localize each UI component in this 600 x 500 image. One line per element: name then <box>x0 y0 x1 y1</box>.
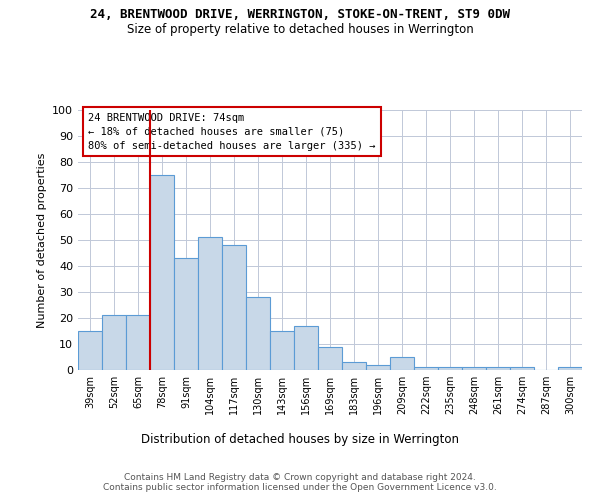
Bar <box>198 238 222 370</box>
Bar <box>366 365 390 370</box>
Bar <box>510 368 534 370</box>
Bar <box>126 316 150 370</box>
Bar <box>558 368 582 370</box>
Bar <box>246 297 270 370</box>
Bar <box>390 357 414 370</box>
Bar <box>222 245 246 370</box>
Bar <box>150 175 174 370</box>
Bar <box>438 368 462 370</box>
Text: 24 BRENTWOOD DRIVE: 74sqm
← 18% of detached houses are smaller (75)
80% of semi-: 24 BRENTWOOD DRIVE: 74sqm ← 18% of detac… <box>88 112 376 150</box>
Text: Distribution of detached houses by size in Werrington: Distribution of detached houses by size … <box>141 432 459 446</box>
Bar <box>414 368 438 370</box>
Bar <box>486 368 510 370</box>
Text: 24, BRENTWOOD DRIVE, WERRINGTON, STOKE-ON-TRENT, ST9 0DW: 24, BRENTWOOD DRIVE, WERRINGTON, STOKE-O… <box>90 8 510 20</box>
Bar <box>318 346 342 370</box>
Bar <box>174 258 198 370</box>
Bar <box>78 331 102 370</box>
Text: Contains HM Land Registry data © Crown copyright and database right 2024.
Contai: Contains HM Land Registry data © Crown c… <box>103 472 497 492</box>
Y-axis label: Number of detached properties: Number of detached properties <box>37 152 47 328</box>
Bar <box>270 331 294 370</box>
Bar <box>342 362 366 370</box>
Bar <box>294 326 318 370</box>
Text: Size of property relative to detached houses in Werrington: Size of property relative to detached ho… <box>127 22 473 36</box>
Bar <box>102 316 126 370</box>
Bar <box>462 368 486 370</box>
